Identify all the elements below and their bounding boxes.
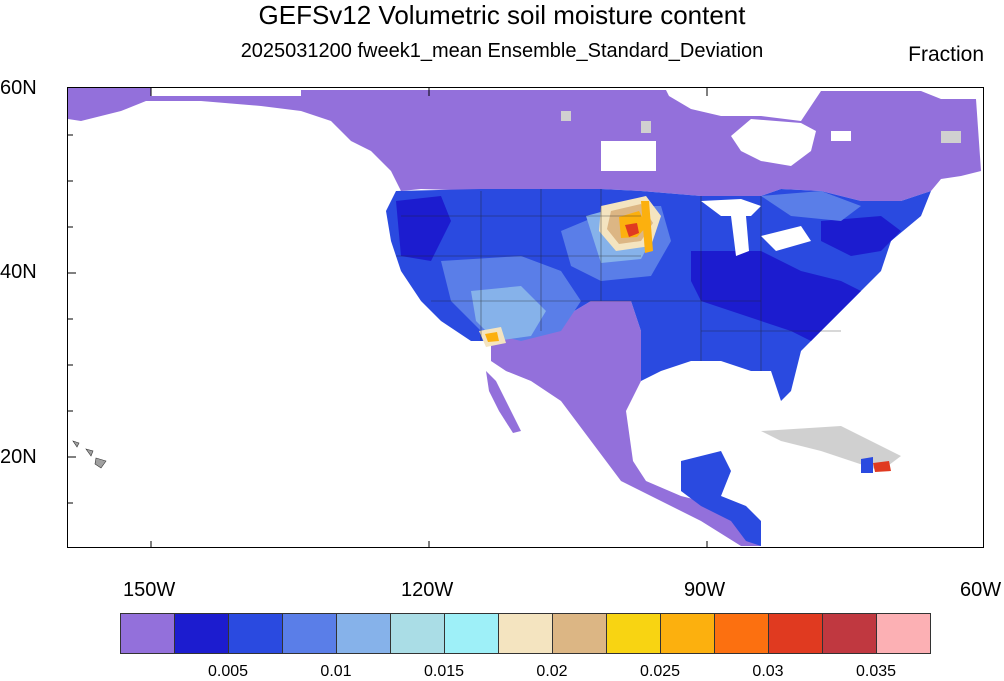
colorbar-swatch <box>876 613 931 654</box>
colorbar-swatch <box>714 613 769 654</box>
mexico-region <box>491 301 761 546</box>
colorbar-swatch <box>336 613 391 654</box>
canada-gap <box>601 141 656 171</box>
caribbean-hotspot <box>873 461 891 472</box>
canada-gap <box>561 111 571 121</box>
colorbar-swatch <box>660 613 715 654</box>
dark-blue-patch <box>396 196 451 261</box>
colorbar-swatch <box>552 613 607 654</box>
dark-blue-patch <box>691 251 861 341</box>
great-lakes <box>731 216 749 256</box>
colorbar-swatch <box>606 613 661 654</box>
lon-label-90w: 90W <box>684 579 726 601</box>
light-blue-patch <box>761 191 861 221</box>
alaska-region <box>68 88 146 121</box>
colorbar-label: 0.035 <box>855 663 897 680</box>
colorbar-label: 0.01 <box>320 663 352 680</box>
colorbar-swatch <box>228 613 283 654</box>
colorbar-swatch <box>174 613 229 654</box>
chart-subtitle: 2025031200 fweek1_mean Ensemble_Standard… <box>240 40 764 62</box>
canada-region <box>68 88 981 201</box>
light-blue-patch <box>471 286 546 341</box>
soil-moisture-map <box>68 88 981 547</box>
lat-label-20n: 20N <box>0 446 37 468</box>
great-lakes <box>761 226 811 251</box>
baja-region <box>486 371 521 433</box>
caribbean-blue <box>861 457 873 473</box>
hotspot-strip <box>641 201 653 253</box>
hotspot-dakotas <box>625 223 639 237</box>
colorbar-label: 0.005 <box>207 663 249 680</box>
colorbar-label: 0.03 <box>752 663 784 680</box>
colorbar-swatch <box>822 613 877 654</box>
canada-gap <box>941 131 961 143</box>
canada-gap <box>641 121 651 133</box>
canada-gap <box>831 131 851 141</box>
lon-label-60w: 60W <box>960 579 1002 601</box>
colorbar-swatch <box>498 613 553 654</box>
hudson-bay <box>731 119 816 166</box>
colorbar-label: 0.02 <box>536 663 568 680</box>
hotspot-southwest <box>485 332 499 342</box>
lat-label-40n: 40N <box>0 261 37 283</box>
colorbar-label: 0.015 <box>423 663 465 680</box>
colorbar-label: 0.025 <box>639 663 681 680</box>
colorbar-swatch <box>768 613 823 654</box>
dark-blue-patch <box>821 216 901 256</box>
colorbar-swatch <box>390 613 445 654</box>
lat-label-60n: 60N <box>0 77 37 99</box>
colorbar-swatch <box>444 613 499 654</box>
central-america-region <box>681 451 761 546</box>
colorbar-swatch <box>120 613 175 654</box>
great-lakes <box>701 199 761 216</box>
hawaii-islands <box>72 440 107 469</box>
units-label: Fraction <box>908 43 984 66</box>
axis-ticks <box>68 88 708 547</box>
state-borders <box>396 189 841 371</box>
chart-title: GEFSv12 Volumetric soil moisture content <box>258 0 746 30</box>
lon-label-120w: 120W <box>401 579 454 601</box>
lon-label-150w: 150W <box>123 579 176 601</box>
map-panel <box>67 87 984 548</box>
colorbar-swatch <box>282 613 337 654</box>
